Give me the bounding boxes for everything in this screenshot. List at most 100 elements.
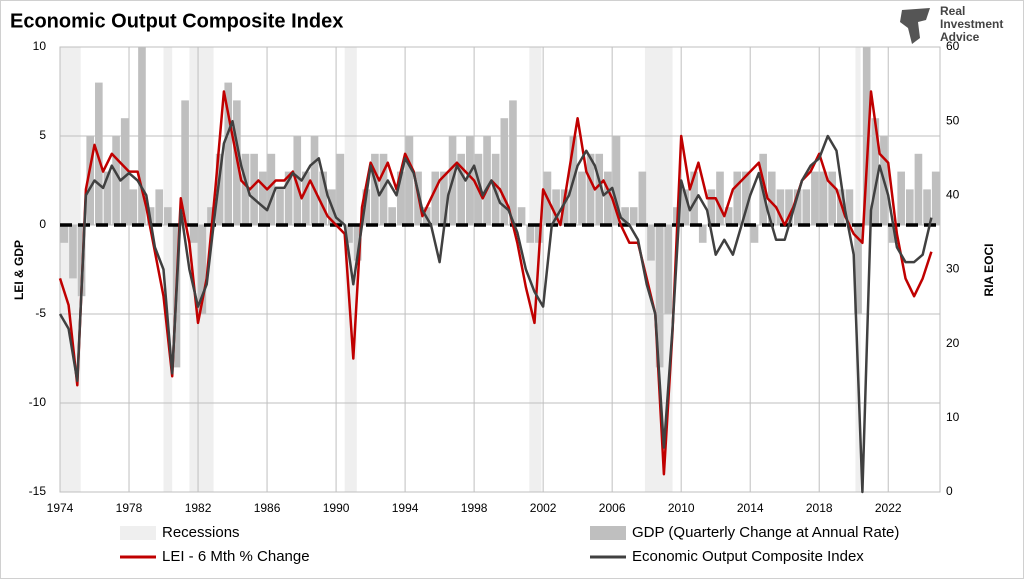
- gdp-bar: [215, 153, 224, 225]
- gdp-bar: [750, 225, 759, 243]
- x-tick-label: 2022: [875, 501, 902, 515]
- logo-text: Real: [940, 4, 965, 18]
- gdp-bar: [103, 171, 112, 225]
- gdp-bar: [733, 171, 742, 225]
- gdp-bar: [664, 225, 673, 314]
- gdp-bar: [690, 171, 698, 225]
- gdp-bar: [862, 47, 871, 225]
- gdp-bar: [802, 189, 811, 225]
- gdp-bar: [276, 189, 284, 225]
- legend-swatch: [120, 526, 156, 540]
- gdp-bar: [241, 153, 250, 225]
- gdp-bar: [69, 225, 77, 279]
- x-tick-label: 2018: [806, 501, 833, 515]
- y2-tick-label: 60: [946, 39, 960, 53]
- gdp-bar: [440, 171, 448, 225]
- y2-tick-label: 20: [946, 336, 960, 350]
- gdp-bar: [405, 136, 414, 225]
- gdp-bar: [336, 153, 345, 225]
- gdp-bar: [586, 153, 595, 225]
- gdp-bar: [155, 189, 164, 225]
- y-tick-label: 0: [39, 217, 46, 231]
- x-tick-label: 1974: [47, 501, 74, 515]
- gdp-bar: [629, 207, 638, 225]
- y-axis-title: LEI & GDP: [12, 240, 26, 300]
- gdp-bar: [112, 136, 120, 225]
- gdp-bar: [888, 225, 897, 243]
- gdp-bar: [698, 225, 707, 243]
- gdp-bar: [655, 225, 664, 368]
- gdp-bar: [224, 82, 233, 225]
- gdp-bar: [742, 171, 750, 225]
- gdp-bar: [388, 207, 396, 225]
- y-tick-label: 5: [39, 128, 46, 142]
- gdp-bar: [60, 225, 69, 243]
- y2-tick-label: 0: [946, 484, 953, 498]
- logo: Real Investment Advice: [900, 4, 1003, 44]
- gdp-bar: [465, 136, 474, 225]
- gdp-bar: [500, 118, 509, 225]
- gdp-bar: [345, 225, 353, 243]
- gdp-bar: [923, 189, 931, 225]
- y2-axis-title: RIA EOCI: [982, 244, 996, 297]
- gdp-bar: [767, 171, 776, 225]
- gdp-bar: [914, 153, 923, 225]
- gdp-bar: [724, 207, 733, 225]
- gdp-bar: [483, 136, 491, 225]
- gdp-bar: [638, 171, 647, 225]
- gdp-bar: [353, 225, 362, 261]
- y-tick-label: -10: [29, 395, 47, 409]
- x-tick-label: 1990: [323, 501, 350, 515]
- x-tick-label: 1994: [392, 501, 419, 515]
- gdp-bar: [793, 189, 802, 225]
- gdp-bar: [707, 189, 716, 225]
- y2-tick-label: 50: [946, 113, 960, 127]
- gdp-bar: [120, 118, 129, 225]
- x-tick-label: 2010: [668, 501, 695, 515]
- recession-band: [163, 47, 173, 492]
- gdp-bar: [871, 118, 880, 225]
- logo-text: Advice: [940, 30, 980, 44]
- gdp-bar: [819, 171, 828, 225]
- gdp-bar: [776, 189, 785, 225]
- x-tick-label: 1978: [116, 501, 143, 515]
- legend-swatch: [590, 526, 626, 540]
- gdp-bar: [267, 153, 276, 225]
- gdp-bar: [552, 189, 560, 225]
- gdp-bar: [836, 189, 845, 225]
- gdp-bar: [509, 100, 517, 225]
- x-tick-label: 1982: [185, 501, 212, 515]
- x-tick-label: 2006: [599, 501, 626, 515]
- gdp-bar: [897, 171, 905, 225]
- x-tick-label: 1998: [461, 501, 488, 515]
- y2-tick-label: 30: [946, 262, 960, 276]
- gdp-bar: [716, 171, 724, 225]
- gdp-bar: [198, 225, 207, 314]
- y-tick-label: -15: [29, 484, 47, 498]
- x-tick-label: 2014: [737, 501, 764, 515]
- x-tick-label: 1986: [254, 501, 281, 515]
- gdp-bar: [811, 171, 819, 225]
- gdp-bar: [854, 225, 862, 314]
- gdp-bar: [310, 136, 319, 225]
- logo-text: Investment: [940, 17, 1003, 31]
- gdp-bar: [560, 189, 569, 225]
- gdp-bar: [181, 100, 189, 225]
- legend-label: Economic Output Composite Index: [632, 548, 864, 565]
- gdp-bar: [207, 207, 215, 225]
- legend-label: GDP (Quarterly Change at Annual Rate): [632, 524, 899, 541]
- gdp-bar: [647, 225, 655, 261]
- gdp-bar: [293, 136, 302, 225]
- gdp-bar: [319, 171, 327, 225]
- gdp-bar: [362, 189, 371, 225]
- gdp-bar: [931, 171, 940, 225]
- gdp-bar: [681, 189, 690, 225]
- legend-label: LEI - 6 Mth % Change: [162, 548, 310, 565]
- chart-title: Economic Output Composite Index: [10, 10, 343, 32]
- gdp-bar: [129, 189, 138, 225]
- x-tick-label: 2002: [530, 501, 557, 515]
- gdp-bar: [535, 225, 543, 243]
- gdp-bar: [371, 153, 379, 225]
- y2-tick-label: 40: [946, 188, 960, 202]
